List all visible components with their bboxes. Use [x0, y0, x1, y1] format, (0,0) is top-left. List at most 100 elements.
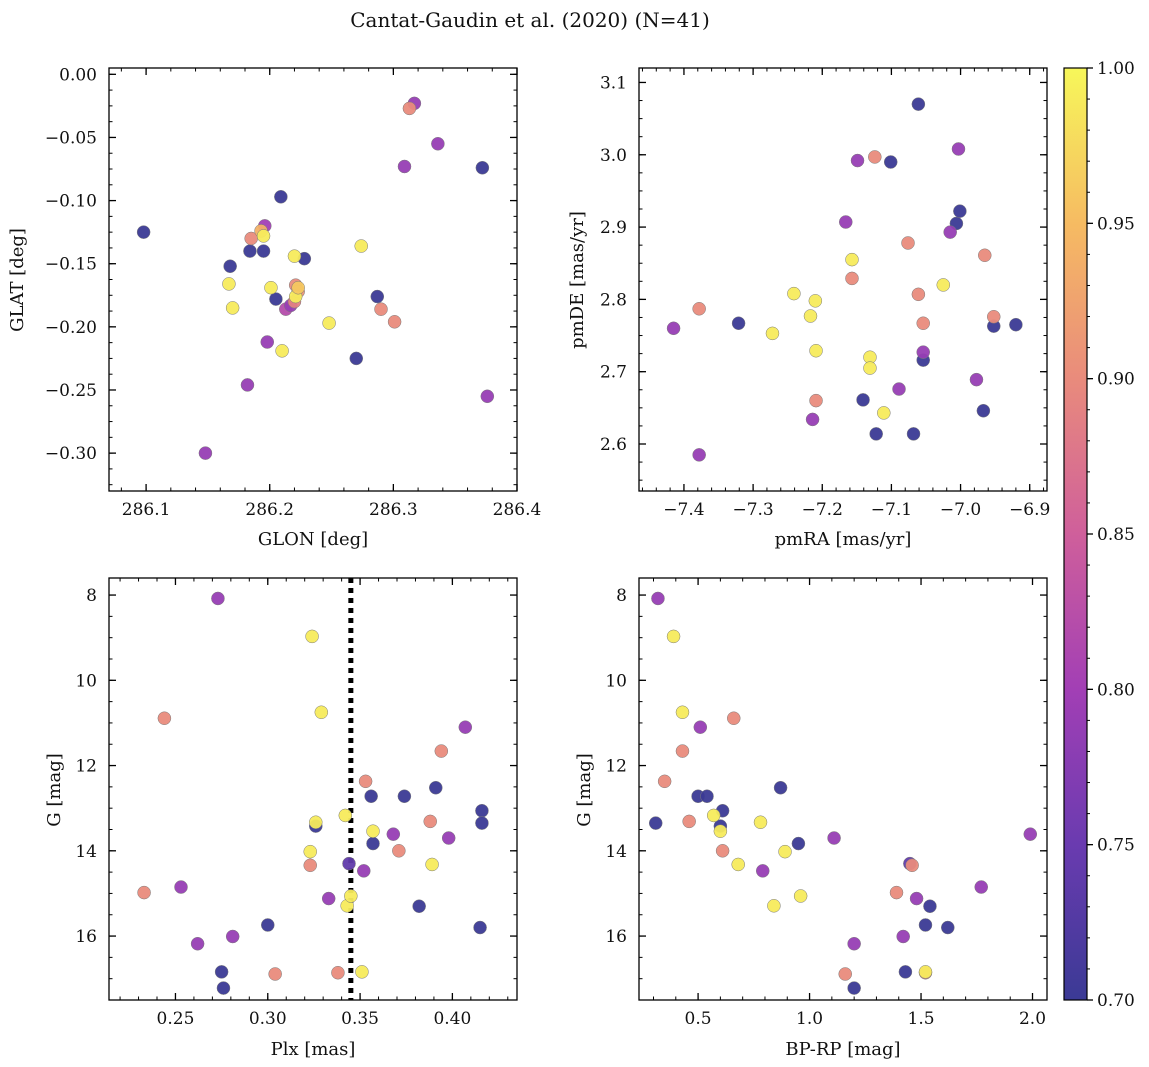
plx-g-point — [355, 965, 369, 979]
pm-point — [951, 142, 966, 156]
cmd-point — [666, 629, 681, 644]
pm-point — [666, 321, 681, 336]
pm-point — [856, 393, 870, 407]
pm-point — [1009, 317, 1023, 332]
glon-glat-y-tick-label: −0.25 — [45, 381, 97, 401]
pm-point — [916, 316, 930, 330]
plx-g-point — [423, 814, 437, 829]
glon-glat-point — [370, 289, 385, 304]
colorbar-tick-label: 0.70 — [1097, 991, 1135, 1011]
glon-glat-point — [402, 101, 417, 116]
pm-point — [916, 345, 930, 359]
plx-g-y-tick-label: 12 — [75, 757, 97, 777]
plx-g-point — [358, 774, 373, 789]
pm-point — [839, 215, 853, 229]
cmd-y-tick-label: 8 — [616, 586, 627, 606]
colorbar-gradient — [1063, 67, 1088, 1001]
panel-plx-g-ylabel: G [mag] — [44, 753, 65, 826]
cmd-point — [651, 591, 665, 606]
pm-point — [868, 150, 882, 164]
pm-point — [892, 382, 906, 396]
cmd-point — [731, 857, 745, 872]
cmd-point — [847, 936, 861, 951]
pm-point — [953, 204, 967, 218]
glon-glat-point — [243, 244, 257, 258]
cmd-point — [773, 780, 788, 795]
glon-glat-point — [354, 239, 368, 253]
plx-g-point — [429, 780, 443, 795]
plx-g-point — [314, 705, 329, 720]
panel-glon-glat-xlabel: GLON [deg] — [258, 529, 368, 550]
plx-g-point — [157, 711, 172, 725]
pm-y-tick-label: 2.9 — [600, 218, 627, 238]
cmd-point — [715, 844, 730, 858]
pm-point — [978, 248, 992, 263]
plx-g-y-tick-label: 10 — [75, 671, 97, 691]
pm-point — [731, 316, 746, 330]
plx-g-y-tick-label: 16 — [75, 927, 97, 947]
pm-y-tick-label: 2.7 — [600, 363, 627, 383]
pm-point — [692, 302, 706, 316]
glon-glat-y-tick-label: −0.30 — [45, 444, 97, 464]
plx-g-point — [441, 831, 456, 845]
cmd-point — [909, 891, 924, 906]
colorbar-tick-label: 0.75 — [1097, 836, 1135, 856]
cmd-point — [974, 880, 988, 894]
glon-glat-point — [480, 389, 495, 404]
plx-g-point — [305, 629, 319, 644]
plx-g-point — [386, 827, 401, 841]
pm-x-tick-label: −7.1 — [871, 500, 912, 520]
cmd-point — [918, 965, 933, 979]
plx-g-point — [309, 815, 323, 829]
plx-g-point — [190, 936, 205, 951]
pm-point — [809, 343, 823, 358]
cmd-point — [657, 774, 672, 789]
glon-glat-point — [264, 280, 278, 295]
cmd-x-tick-label: 1.0 — [796, 1009, 823, 1029]
panel-pm: pmRA [mas/yr] pmDE [mas/yr] −7.4 −7.3 −7.2… — [567, 67, 1050, 550]
cmd-point — [675, 705, 690, 720]
plx-g-x-tick-label: 0.30 — [249, 1009, 287, 1029]
plx-g-point — [475, 816, 489, 830]
panel-glon-glat: GLON [deg] GLAT [deg] 286.1 286.2 286.3 286… — [7, 65, 541, 550]
pm-x-tick-label: −6.9 — [1009, 500, 1050, 520]
plx-g-point — [331, 965, 345, 980]
pm-point — [809, 393, 823, 408]
panel-cmd: BP-RP [mag] G [mag] 0.5 1.0 1.5 2.0 8 10 12 14 1… — [574, 577, 1048, 1060]
cmd-x-tick-label: 2.0 — [1019, 1009, 1046, 1029]
pm-axes-frame — [638, 67, 1048, 492]
pm-point — [808, 294, 823, 308]
glon-glat-point — [256, 244, 271, 258]
panel-cmd-xlabel: BP-RP [mag] — [785, 1039, 900, 1060]
glon-glat-point — [274, 190, 288, 204]
pm-point — [969, 372, 984, 387]
pm-point — [911, 97, 926, 111]
panel-pm-ylabel: pmDE [mas/yr] — [567, 211, 588, 349]
pm-point — [943, 225, 957, 239]
glon-glat-point — [431, 137, 445, 151]
plx-g-point — [342, 856, 356, 871]
cmd-y-tick-label: 12 — [605, 757, 627, 777]
pm-x-tick-label: −7.3 — [732, 500, 773, 520]
colorbar-tick-label: 0.85 — [1097, 525, 1135, 545]
pm-point — [845, 271, 859, 286]
panel-plx-g-xlabel: Plx [mas] — [271, 1039, 356, 1060]
plx-g-point — [458, 720, 473, 734]
glon-glat-point — [260, 335, 275, 349]
glon-glat-y-tick-label: −0.05 — [45, 128, 97, 148]
plx-g-point — [473, 920, 487, 935]
plx-g-point — [214, 965, 229, 979]
pm-point — [787, 286, 801, 301]
plx-g-point — [211, 591, 225, 606]
colorbar-tick-label: 0.80 — [1097, 680, 1135, 700]
pm-point — [901, 236, 915, 250]
plx-g-point — [303, 844, 317, 859]
plx-g-point — [366, 824, 380, 838]
plx-g-point — [425, 857, 439, 872]
glon-glat-x-tick-label: 286.4 — [493, 500, 542, 520]
pm-y-tick-label: 2.6 — [600, 435, 627, 455]
cmd-point — [791, 836, 806, 851]
glon-glat-point — [349, 351, 364, 366]
cmd-point — [918, 918, 933, 932]
glon-glat-x-tick-label: 286.3 — [369, 500, 418, 520]
